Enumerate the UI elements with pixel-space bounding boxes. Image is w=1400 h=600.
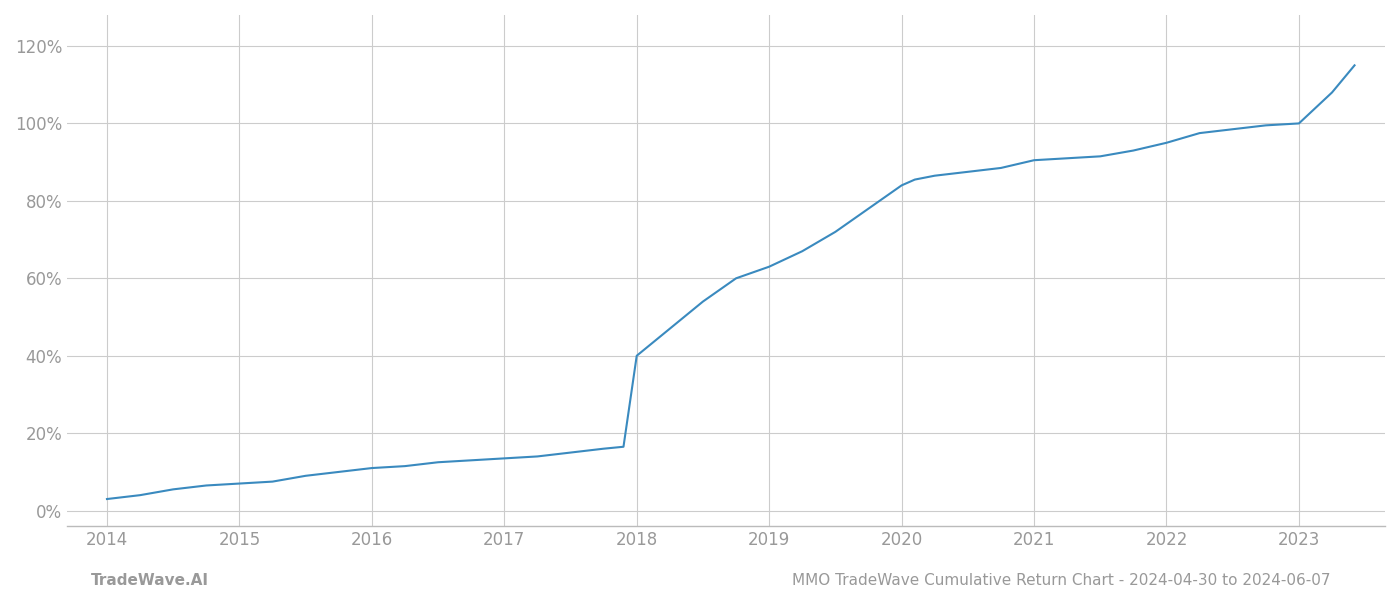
Text: MMO TradeWave Cumulative Return Chart - 2024-04-30 to 2024-06-07: MMO TradeWave Cumulative Return Chart - … xyxy=(791,573,1330,588)
Text: TradeWave.AI: TradeWave.AI xyxy=(91,573,209,588)
